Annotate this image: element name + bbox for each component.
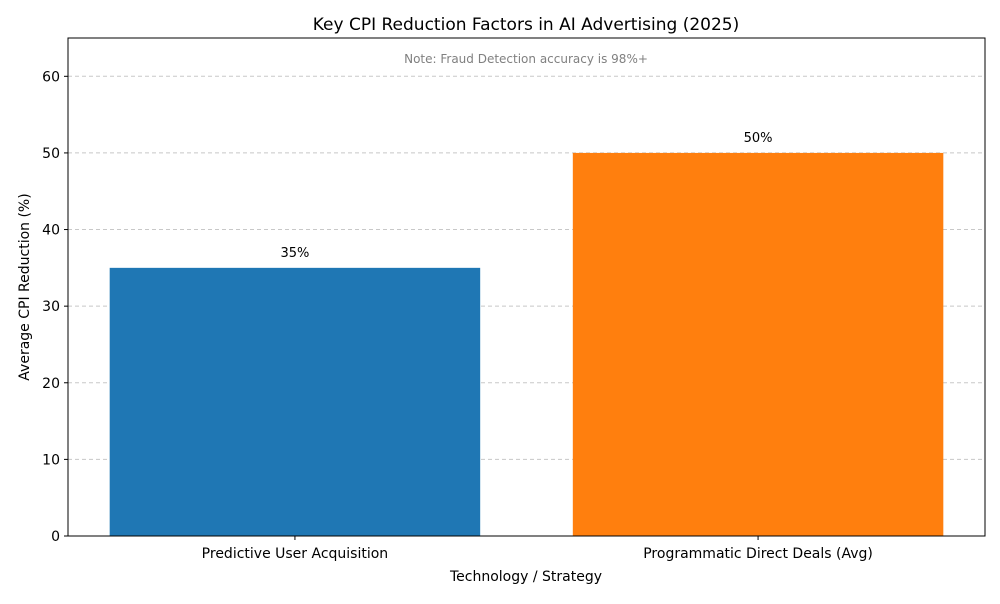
y-tick-label: 30 (42, 299, 60, 315)
y-tick-label: 20 (42, 376, 60, 392)
bar (109, 267, 481, 536)
bar-data-label: 50% (744, 131, 773, 146)
y-tick-label: 60 (42, 69, 60, 85)
y-tick-label: 0 (51, 529, 60, 545)
x-axis-label: Technology / Strategy (449, 569, 602, 585)
y-axis-label: Average CPI Reduction (%) (17, 193, 33, 380)
x-tick-label: Programmatic Direct Deals (Avg) (643, 546, 873, 562)
y-tick-label: 40 (42, 223, 60, 239)
plot-frame (67, 37, 986, 537)
y-tick-label: 50 (42, 146, 60, 162)
bar-data-label: 35% (280, 246, 309, 261)
y-tick-label: 10 (42, 452, 60, 468)
bar (572, 152, 944, 536)
annotation-note: Note: Fraud Detection accuracy is 98%+ (404, 52, 648, 66)
x-tick-label: Predictive User Acquisition (202, 546, 389, 562)
chart-title: Key CPI Reduction Factors in AI Advertis… (313, 15, 740, 35)
